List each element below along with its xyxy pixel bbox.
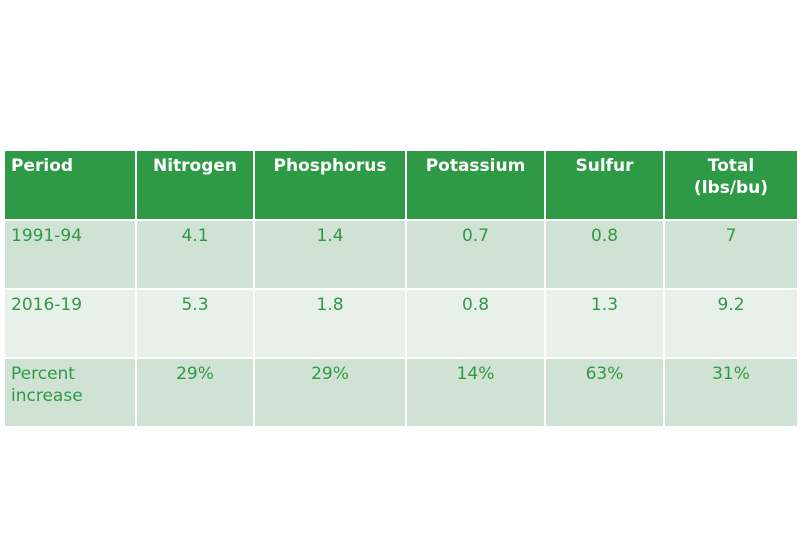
table-row: 1991-94 4.1 1.4 0.7 0.8 7 (3, 219, 799, 290)
cell-nitrogen: 5.3 (135, 288, 255, 359)
cell-period: 1991-94 (3, 219, 137, 290)
header-nitrogen: Nitrogen (135, 149, 255, 221)
cell-total: 7 (663, 219, 799, 290)
cell-phosphorus: 29% (253, 357, 407, 428)
cell-sulfur: 1.3 (544, 288, 665, 359)
cell-sulfur: 0.8 (544, 219, 665, 290)
cell-phosphorus: 1.4 (253, 219, 407, 290)
header-row: Period Nitrogen Phosphorus Potassium Sul… (3, 149, 799, 221)
cell-sulfur: 63% (544, 357, 665, 428)
header-total: Total (lbs/bu) (663, 149, 799, 221)
header-potassium: Potassium (405, 149, 546, 221)
cell-nitrogen: 4.1 (135, 219, 255, 290)
cell-period: Percent increase (3, 357, 137, 428)
header-period: Period (3, 149, 137, 221)
cell-potassium: 0.8 (405, 288, 546, 359)
cell-potassium: 14% (405, 357, 546, 428)
table-row: 2016-19 5.3 1.8 0.8 1.3 9.2 (3, 288, 799, 359)
nutrient-table: Period Nitrogen Phosphorus Potassium Sul… (3, 149, 799, 428)
cell-potassium: 0.7 (405, 219, 546, 290)
cell-nitrogen: 29% (135, 357, 255, 428)
header-sulfur: Sulfur (544, 149, 665, 221)
cell-total: 31% (663, 357, 799, 428)
cell-total: 9.2 (663, 288, 799, 359)
cell-period: 2016-19 (3, 288, 137, 359)
header-phosphorus: Phosphorus (253, 149, 407, 221)
cell-phosphorus: 1.8 (253, 288, 407, 359)
table-row: Percent increase 29% 29% 14% 63% 31% (3, 357, 799, 428)
